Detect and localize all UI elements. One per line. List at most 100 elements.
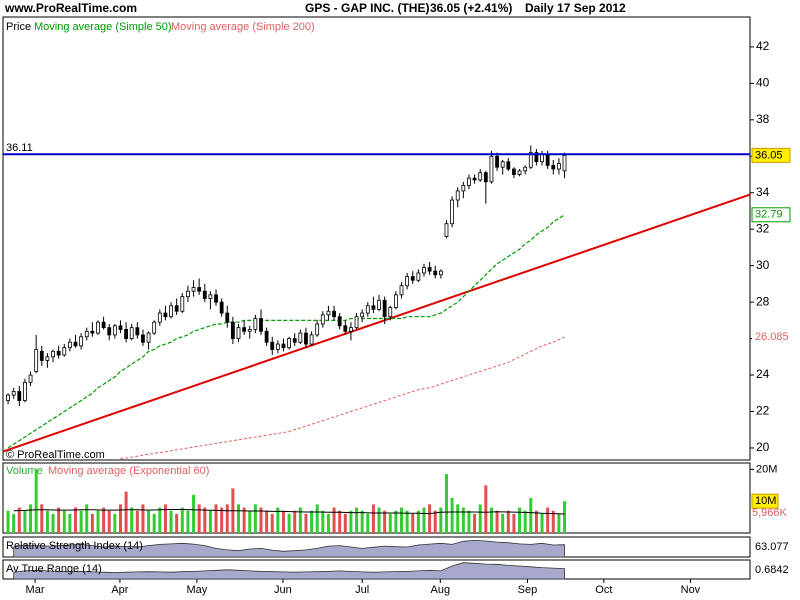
- volume-bar: [523, 510, 527, 533]
- volume-bar: [147, 510, 151, 533]
- x-tick-label: Sep: [518, 584, 538, 596]
- candle-body: [23, 381, 27, 401]
- candle-body: [90, 330, 95, 334]
- candle-body: [202, 290, 207, 299]
- volume-bar: [102, 507, 106, 533]
- y-tick-label: 42: [756, 39, 770, 53]
- candle-body: [489, 155, 494, 183]
- x-tick-label: Nov: [681, 584, 701, 596]
- volume-bar: [529, 498, 533, 533]
- y-tick-label: 20: [756, 440, 770, 454]
- volume-bar: [534, 510, 538, 533]
- volume-bar: [321, 510, 325, 533]
- volume-bar: [304, 513, 308, 533]
- candle-body: [169, 305, 173, 318]
- volume-bar: [439, 507, 443, 533]
- volume-bar: [45, 510, 49, 533]
- x-tick-label: Jun: [274, 584, 292, 596]
- candle-body: [349, 327, 353, 332]
- volume-bar: [388, 513, 392, 533]
- candle-body: [365, 305, 370, 314]
- candle-body: [287, 338, 291, 349]
- rsi-area: [13, 539, 565, 558]
- volume-bar: [23, 510, 27, 533]
- volume-bar: [152, 513, 156, 533]
- candle-body: [292, 338, 297, 343]
- candle-body: [360, 312, 365, 318]
- volume-badge-label: 10M: [755, 495, 776, 507]
- volume-bar: [416, 510, 420, 533]
- price-panel: [2, 16, 751, 461]
- volume-bar: [422, 507, 426, 533]
- volume-bar: [293, 510, 297, 533]
- candle-body: [472, 177, 477, 181]
- volume-bar: [428, 504, 432, 533]
- volume-bar: [456, 504, 460, 533]
- volume-bar: [51, 513, 55, 533]
- candle-body: [101, 321, 106, 329]
- x-tick-label: Jul: [355, 584, 369, 596]
- y-tick-label: 30: [756, 258, 770, 272]
- volume-bar: [366, 513, 370, 533]
- volume-bar: [467, 510, 471, 533]
- volume-bar: [79, 510, 83, 533]
- candle-body: [281, 343, 286, 349]
- candle-body: [34, 349, 39, 372]
- volume-bar: [6, 510, 10, 533]
- candle-body: [96, 321, 100, 334]
- rsi-label: Relative Strength Index (14): [6, 540, 143, 552]
- volume-bar: [34, 469, 38, 533]
- candle-body: [39, 350, 44, 361]
- volume-bar: [355, 507, 359, 533]
- volume-bar: [473, 513, 477, 533]
- legend-ema: Moving average (Exponential 60): [48, 465, 209, 477]
- volume-bar: [270, 513, 274, 533]
- y-tick-label: 32: [756, 221, 770, 235]
- candle-body: [56, 350, 61, 356]
- candle-body: [174, 305, 179, 312]
- volume-bar: [96, 510, 100, 533]
- quote: 36.05 (+2.41%): [430, 1, 512, 15]
- volume-bar: [338, 510, 342, 533]
- volume-bar: [518, 507, 522, 533]
- candle-body: [242, 327, 247, 332]
- candle-body: [444, 223, 449, 237]
- candle-body: [28, 374, 33, 383]
- value-badge: [751, 147, 791, 163]
- volume-bar: [175, 513, 179, 533]
- candle-body: [6, 394, 10, 401]
- candle-body: [523, 166, 528, 172]
- candle-body: [500, 161, 505, 168]
- candle-body: [461, 185, 466, 192]
- candle-body: [354, 316, 359, 329]
- candle-body: [551, 164, 556, 170]
- candle-body: [112, 325, 117, 336]
- value-badge: [751, 207, 791, 223]
- y-tick-label: 40: [756, 76, 770, 90]
- candle-body: [230, 321, 235, 339]
- candle-body: [405, 276, 410, 287]
- candle-body: [326, 310, 331, 316]
- volume-bar: [371, 504, 375, 533]
- volume-bar: [192, 494, 196, 533]
- volume-bar: [563, 501, 567, 533]
- volume-tick-label: 20M: [756, 463, 777, 475]
- candle-body: [371, 305, 376, 310]
- volume-bar: [383, 510, 387, 533]
- ema-line: [13, 509, 565, 515]
- volume-bar: [12, 513, 16, 533]
- candle-body: [467, 177, 471, 186]
- volume-bar: [501, 513, 505, 533]
- candle-body: [422, 267, 426, 274]
- volume-bar: [349, 510, 353, 533]
- candle-body: [399, 285, 404, 296]
- symbol: GPS - GAP INC. (THE): [305, 1, 429, 15]
- candle-body: [455, 190, 460, 201]
- period: Daily 17 Sep 2012: [525, 1, 626, 15]
- candle-body: [377, 299, 381, 310]
- volume-bar: [237, 504, 241, 533]
- value-badge-label: 26.085: [755, 331, 789, 343]
- ema-badge-label: 5,966K: [752, 507, 788, 519]
- volume-bar: [276, 507, 280, 533]
